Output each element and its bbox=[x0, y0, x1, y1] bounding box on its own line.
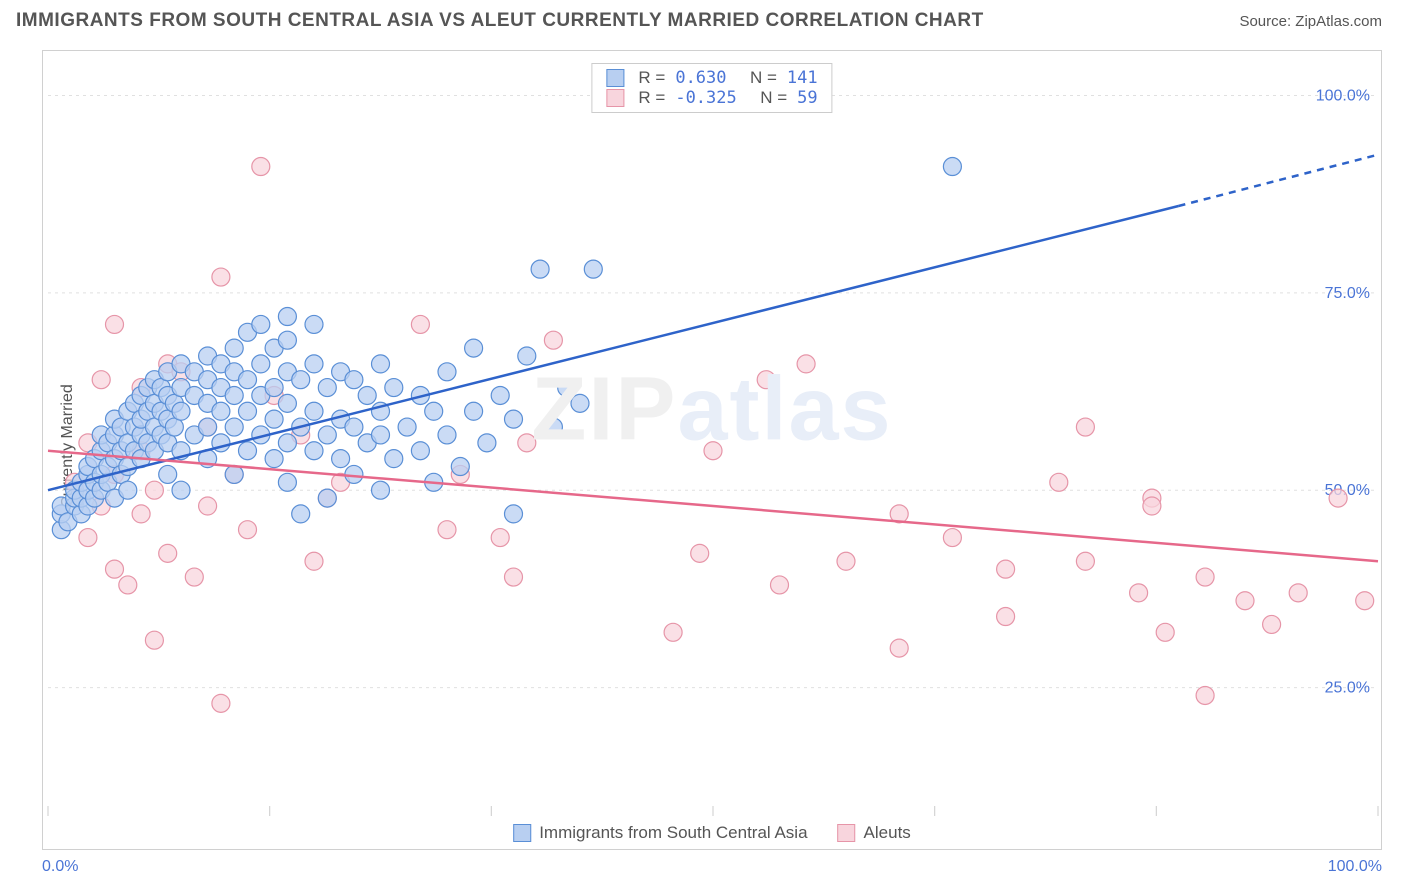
chart-header: IMMIGRANTS FROM SOUTH CENTRAL ASIA VS AL… bbox=[0, 0, 1406, 40]
series-legend: Immigrants from South Central Asia Aleut… bbox=[513, 823, 911, 843]
n-value-series1: 141 bbox=[787, 68, 818, 88]
legend-row-series1: R = 0.630 N = 141 bbox=[606, 68, 817, 88]
correlation-legend: R = 0.630 N = 141 R = -0.325 N = 59 bbox=[591, 63, 832, 113]
x-axis-end-label: 100.0% bbox=[1328, 858, 1382, 876]
legend-swatch-series2 bbox=[606, 89, 624, 107]
legend-swatch-icon bbox=[513, 824, 531, 842]
r-value-series1: 0.630 bbox=[675, 68, 726, 88]
n-value-series2: 59 bbox=[797, 88, 817, 108]
svg-text:75.0%: 75.0% bbox=[1325, 285, 1370, 302]
legend-item-series2: Aleuts bbox=[838, 823, 911, 843]
legend-label-series1: Immigrants from South Central Asia bbox=[539, 823, 807, 843]
legend-row-series2: R = -0.325 N = 59 bbox=[606, 88, 817, 108]
legend-label-series2: Aleuts bbox=[864, 823, 911, 843]
svg-text:100.0%: 100.0% bbox=[1316, 87, 1370, 104]
legend-swatch-series1 bbox=[606, 69, 624, 87]
chart-title: IMMIGRANTS FROM SOUTH CENTRAL ASIA VS AL… bbox=[16, 10, 984, 32]
chart-container: ZIPatlas 25.0%50.0%75.0%100.0% R = 0.630… bbox=[42, 50, 1382, 850]
r-value-series2: -0.325 bbox=[675, 88, 736, 108]
svg-text:25.0%: 25.0% bbox=[1325, 680, 1370, 697]
chart-source: Source: ZipAtlas.com bbox=[1239, 13, 1382, 30]
legend-item-series1: Immigrants from South Central Asia bbox=[513, 823, 807, 843]
x-axis-start-label: 0.0% bbox=[42, 858, 78, 876]
scatter-plot: 25.0%50.0%75.0%100.0% bbox=[43, 51, 1381, 849]
legend-swatch-icon bbox=[838, 824, 856, 842]
